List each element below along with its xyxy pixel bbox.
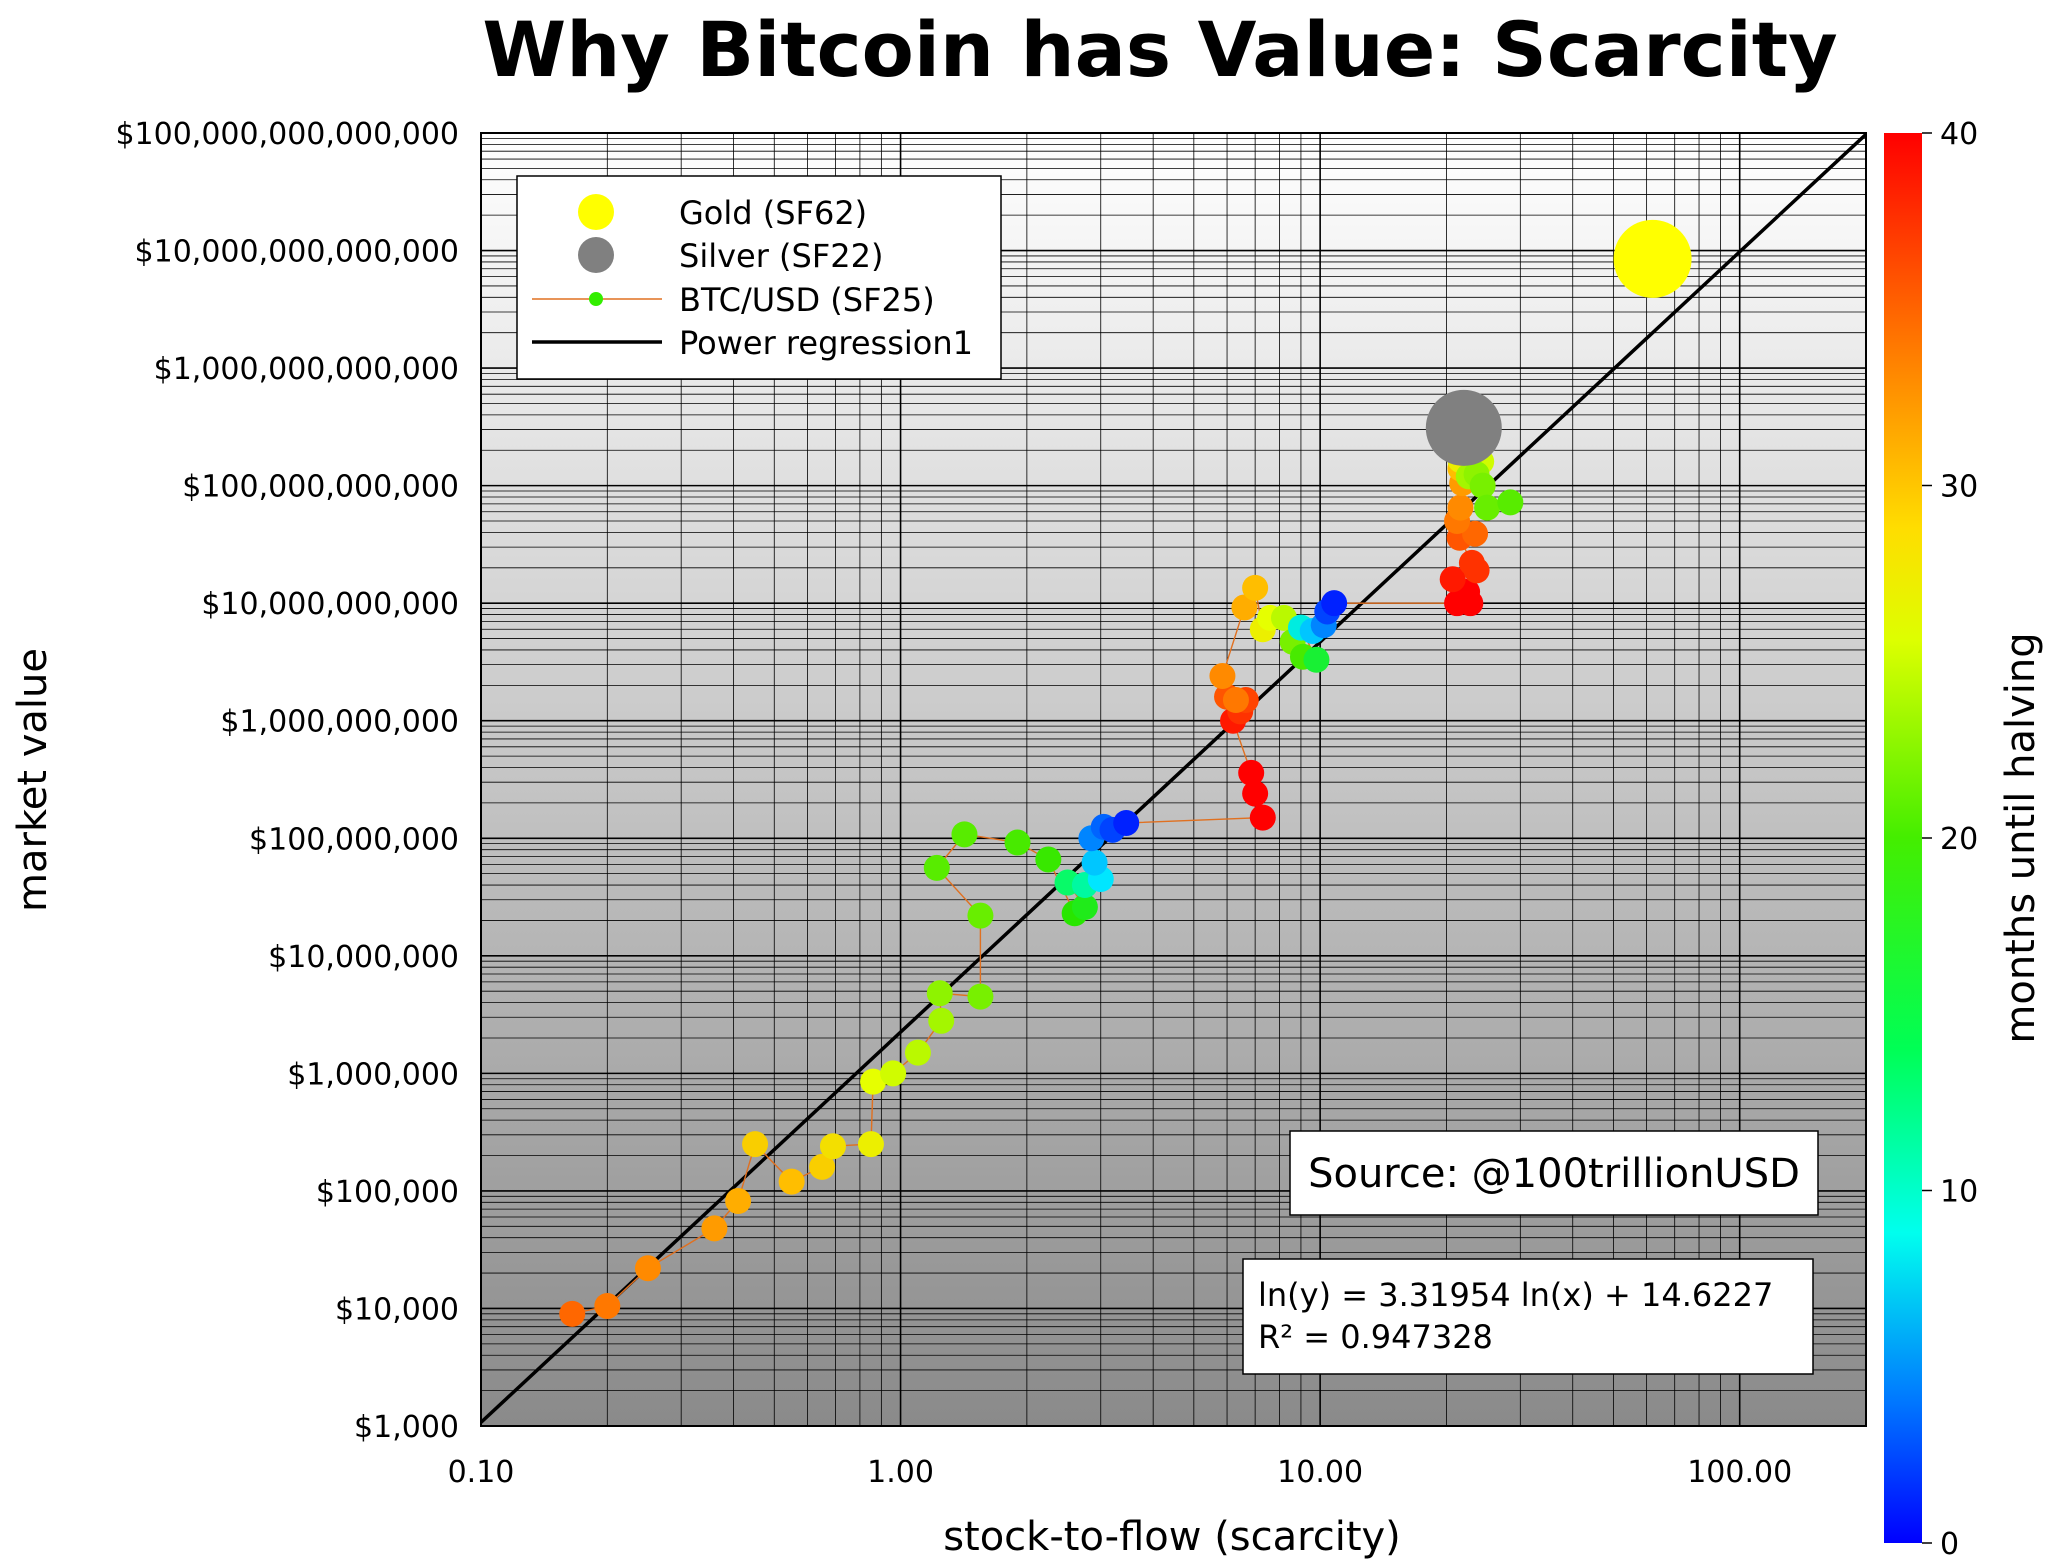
equation-text: ln(y) = 3.31954 ln(x) + 14.6227: [1258, 1276, 1773, 1314]
points-group: [559, 219, 1692, 1327]
btc-point: [1238, 759, 1265, 786]
btc-point: [860, 1068, 887, 1095]
y-axis-label: market value: [10, 648, 56, 912]
y-tick-label: $10,000,000,000: [201, 587, 459, 622]
legend-label-regression: Power regression1: [679, 324, 973, 362]
btc-point: [880, 1060, 907, 1087]
btc-point: [967, 902, 994, 929]
colorbar-tick-label: 40: [1940, 117, 1978, 152]
r-squared-text: R² = 0.947328: [1258, 1318, 1493, 1356]
legend-label-gold: Gold (SF62): [679, 194, 867, 232]
btc-point: [1004, 829, 1031, 856]
silver-point: [1425, 389, 1502, 466]
y-tick-labels: $1,000 $10,000 $100,000 $1,000,000 $10,000,0…: [115, 117, 459, 1445]
btc-point: [1321, 590, 1348, 617]
legend-btc-marker: [589, 292, 603, 306]
gold-point: [1613, 219, 1692, 298]
source-text: Source: @100trillionUSD: [1308, 1151, 1800, 1197]
y-tick-label: $10,000,000: [268, 940, 459, 975]
btc-point: [1081, 849, 1108, 876]
btc-point: [1231, 594, 1258, 621]
x-tick-labels: 0.10 1.00 10.00 100.00: [448, 1455, 1793, 1490]
btc-point: [1249, 804, 1276, 831]
y-tick-label: $1,000: [354, 1410, 459, 1445]
btc-point: [1439, 566, 1466, 593]
colorbar-gradient: [1884, 133, 1922, 1543]
regression-line: [481, 133, 1866, 1424]
btc-point: [819, 1133, 846, 1160]
btc-point: [1071, 894, 1098, 921]
btc-point: [1222, 687, 1249, 714]
btc-point: [923, 854, 950, 881]
btc-point: [1458, 549, 1485, 576]
btc-point: [1035, 846, 1062, 873]
x-tick-label: 1.00: [867, 1455, 934, 1490]
x-axis-label: stock-to-flow (scarcity): [943, 1514, 1401, 1560]
btc-point: [725, 1188, 752, 1215]
y-tick-label: $1,000,000: [287, 1057, 459, 1092]
btc-point: [1497, 489, 1524, 516]
equation-box: [1242, 1258, 1814, 1375]
y-tick-label: $1,000,000,000: [220, 705, 459, 740]
x-tick-label: 100.00: [1687, 1455, 1792, 1490]
btc-point: [926, 980, 953, 1007]
y-tick-label: $100,000,000: [249, 822, 459, 857]
source-annotation: Source: @100trillionUSD: [1289, 1130, 1819, 1216]
btc-point: [1242, 574, 1269, 601]
btc-point: [634, 1255, 661, 1282]
btc-point: [1447, 494, 1474, 521]
y-tick-label: $100,000: [316, 1175, 459, 1210]
btc-point: [809, 1153, 836, 1180]
btc-point: [778, 1168, 805, 1195]
y-tick-label: $1,000,000,000,000: [154, 352, 459, 387]
btc-point: [559, 1300, 586, 1327]
y-tick-label: $10,000: [335, 1292, 459, 1327]
btc-point: [742, 1131, 769, 1158]
btc-point: [904, 1039, 931, 1066]
colorbar: 0 10 20 30 40 months until halving: [1884, 117, 2044, 1562]
colorbar-tick-label: 30: [1940, 470, 1978, 505]
source-box: [1289, 1130, 1819, 1216]
chart-title: Why Bitcoin has Value: Scarcity: [482, 5, 1837, 94]
btc-point: [857, 1131, 884, 1158]
legend-silver-marker: [578, 237, 614, 273]
btc-point: [1242, 780, 1269, 807]
btc-point: [928, 1007, 955, 1034]
legend: Gold (SF62) Silver (SF22) BTC/USD (SF25)…: [516, 175, 1002, 380]
y-tick-label: $10,000,000,000,000: [135, 235, 459, 270]
colorbar-label: months until halving: [1998, 632, 2044, 1043]
btc-point: [1474, 494, 1501, 521]
legend-label-btc: BTC/USD (SF25): [679, 281, 935, 319]
btc-point: [1209, 663, 1236, 690]
y-tick-label: $100,000,000,000,000: [115, 117, 459, 152]
btc-point: [1469, 472, 1496, 499]
x-tick-label: 0.10: [448, 1455, 515, 1490]
colorbar-tick-label: 20: [1940, 822, 1978, 857]
colorbar-tick-label: 10: [1940, 1175, 1978, 1210]
btc-point: [951, 821, 978, 848]
legend-gold-marker: [578, 194, 614, 230]
regression-equation: ln(y) = 3.31954 ln(x) + 14.6227 R² = 0.9…: [1242, 1258, 1814, 1375]
btc-point: [594, 1292, 621, 1319]
btc-point: [967, 983, 994, 1010]
regression-line-group: [481, 133, 1866, 1424]
colorbar-tick-label: 0: [1940, 1527, 1959, 1562]
colorbar-ticks: 0 10 20 30 40: [1922, 117, 1978, 1562]
x-tick-label: 10.00: [1277, 1455, 1363, 1490]
plot-frame: [480, 132, 1867, 1427]
legend-label-silver: Silver (SF22): [679, 237, 883, 275]
btc-point: [701, 1215, 728, 1242]
y-tick-label: $100,000,000,000: [182, 470, 459, 505]
btc-point: [1462, 520, 1489, 547]
btc-point: [1303, 646, 1330, 673]
btc-point: [1113, 809, 1140, 836]
